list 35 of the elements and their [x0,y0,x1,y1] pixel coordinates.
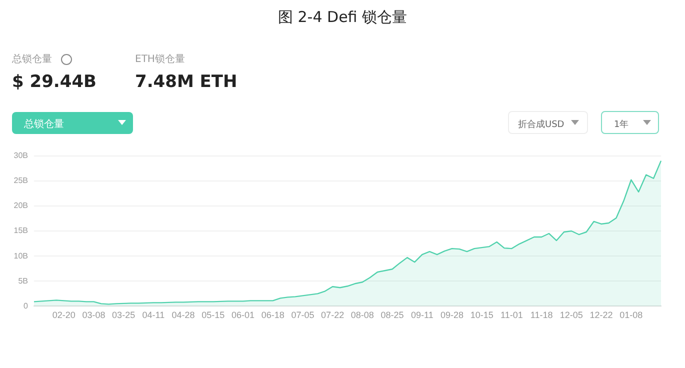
x-tick-label: 08-08 [350,310,374,320]
y-tick-label: 10B [14,251,28,260]
text: 总锁仓量 [12,52,52,66]
y-tick-label: 20B [14,201,28,210]
x-tick-label: 09-28 [440,310,464,320]
x-tick-label: 12-22 [590,310,613,320]
text: 7.48M ETH [135,72,238,92]
y-tick-label: 25B [14,176,28,186]
x-tick-label: 07-22 [321,310,344,320]
text: 总锁仓量 [24,118,64,131]
y-tick-label: 30B [14,151,28,160]
x-tick-label: 08-25 [380,310,404,320]
chart-title: 图 2-4 Defi 锁仓量 [276,8,408,27]
x-tick-label: 04-28 [172,310,195,320]
x-tick-label: 10-15 [470,310,494,320]
x-tick-label: 12-05 [560,310,583,320]
x-tick-label: 01-08 [620,310,643,320]
y-tick-label: 15B [14,226,28,236]
x-tick-label: 04-11 [142,310,165,320]
text: $ 29.44B [12,72,96,92]
y-tick-label: 0 [24,301,29,310]
x-tick-label: 05-15 [202,310,225,320]
x-tick-label: 11-18 [530,310,553,320]
x-tick-label: 02-20 [52,310,76,320]
text: ETH锁仓量 [135,53,185,66]
y-tick-label: 5B [18,276,28,286]
x-tick-label: 07-05 [291,310,314,320]
text: 折合成USD [518,118,564,131]
x-tick-label: 03-08 [82,310,106,320]
x-tick-label: 11-01 [500,310,523,320]
x-tick-label: 09-11 [410,310,434,320]
x-tick-label: 06-18 [261,310,284,320]
text: 1年 [614,118,629,131]
x-tick-label: 03-25 [112,310,136,320]
x-tick-label: 06-01 [231,310,255,320]
